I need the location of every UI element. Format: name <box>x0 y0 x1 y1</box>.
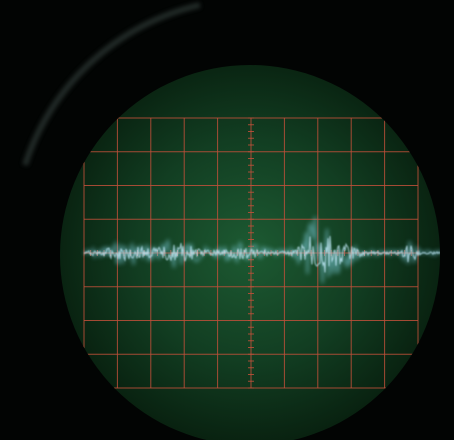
trace-core <box>83 235 440 273</box>
bezel-arc <box>22 2 201 166</box>
signal-trace <box>83 216 440 284</box>
